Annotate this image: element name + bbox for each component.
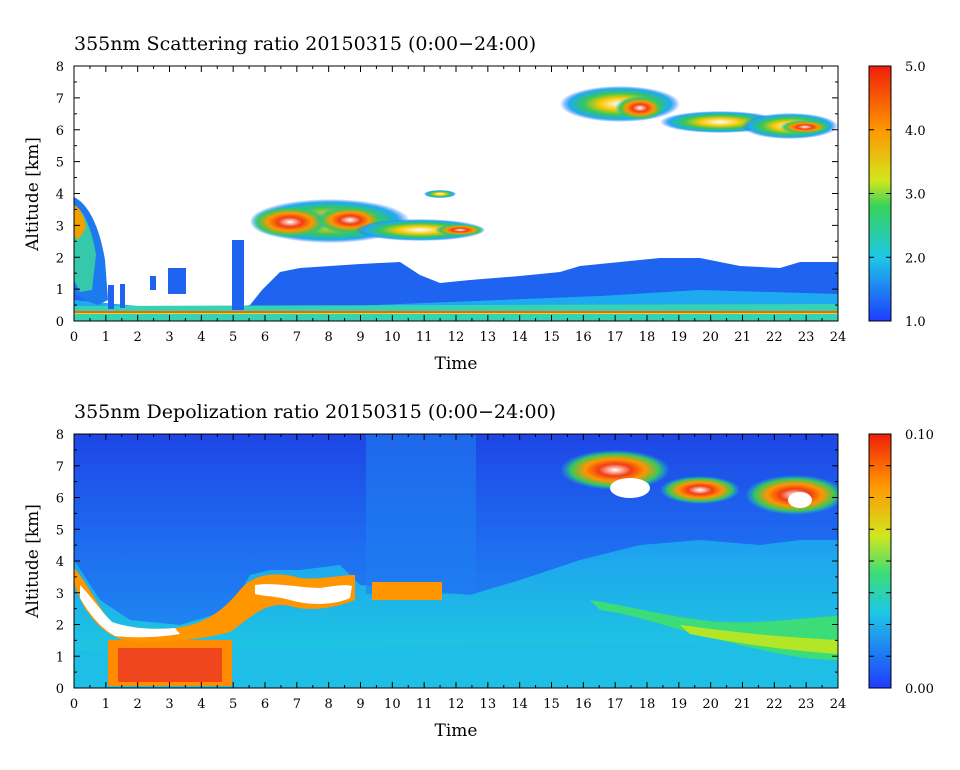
y-tick-label: 4 [56,555,64,570]
x-tick-label: 1 [102,330,110,345]
x-tick-label: 20 [702,330,719,345]
y-tick-label: 3 [56,219,64,234]
x-tick-label: 6 [261,330,269,345]
y-tick-label: 2 [56,619,64,634]
colorbar-tick-label: 5.0 [905,60,926,75]
scattering-ratio-field [74,66,838,321]
x-tick-label: 11 [416,330,433,345]
y-tick-label: 2 [56,251,64,266]
x-tick-label: 10 [384,330,401,345]
x-tick-label: 14 [511,697,528,712]
y-tick-label: 6 [56,124,64,139]
chart-title: 355nm Scattering ratio 20150315 (0:00−24… [74,33,536,55]
x-tick-label: 19 [671,697,688,712]
y-tick-label: 8 [56,60,64,75]
x-tick-label: 8 [325,697,333,712]
y-tick-label: 7 [56,460,64,475]
x-tick-label: 2 [134,330,142,345]
x-tick-label: 3 [165,697,173,712]
x-tick-label: 11 [416,697,433,712]
axes-ticks: 0 1 2 3 4 5 6 7 8 9 10 11 12 13 14 15 16 17 18 19 20 21 22 23 24… [56,428,847,712]
x-tick-label: 17 [607,330,624,345]
y-tick-label: 5 [56,523,64,538]
colorbar-ticks: 1.0 2.0 3.0 4.0 5.0 [869,60,926,330]
x-tick-label: 21 [734,330,751,345]
x-tick-label: 7 [293,330,301,345]
chart-title: 355nm Depolization ratio 20150315 (0:00−… [74,401,556,423]
x-tick-label: 18 [639,330,656,345]
y-tick-label: 5 [56,156,64,171]
x-tick-label: 23 [798,330,815,345]
x-axis-label: Time [435,721,478,741]
x-tick-label: 16 [575,330,592,345]
x-tick-label: 18 [639,697,656,712]
x-tick-label: 13 [480,697,497,712]
y-tick-label: 7 [56,92,64,107]
x-tick-label: 24 [830,697,847,712]
colorbar-ticks: 0.00 0.10 [869,428,934,697]
y-axis-label: Altitude [km] [23,137,43,252]
x-tick-label: 17 [607,697,624,712]
x-tick-label: 2 [134,697,142,712]
x-tick-label: 21 [734,697,751,712]
colorbar-tick-label: 2.0 [905,251,926,266]
x-tick-label: 22 [766,330,783,345]
colorbar-tick-label: 0.10 [905,428,934,443]
axes-ticks: 0 1 2 3 4 5 6 7 8 9 10 11 12 13 14 15 16 17 18 19 20 21 22 23 24… [56,60,847,345]
y-tick-label: 3 [56,587,64,602]
x-tick-label: 7 [293,697,301,712]
x-tick-label: 4 [197,697,205,712]
y-tick-label: 8 [56,428,64,443]
x-tick-label: 10 [384,697,401,712]
x-tick-label: 0 [70,697,78,712]
x-axis-label: Time [435,354,478,374]
x-tick-label: 12 [448,697,465,712]
x-tick-label: 5 [229,330,237,345]
x-tick-label: 20 [702,697,719,712]
colorbar-tick-label: 0.00 [905,682,934,697]
x-tick-label: 0 [70,330,78,345]
x-tick-label: 5 [229,697,237,712]
x-tick-label: 9 [356,697,364,712]
x-tick-label: 8 [325,330,333,345]
x-tick-label: 15 [543,330,560,345]
y-axis-label: Altitude [km] [23,504,43,619]
y-tick-label: 4 [56,188,64,203]
y-tick-label: 0 [56,682,64,697]
x-tick-label: 4 [197,330,205,345]
x-tick-label: 24 [830,330,847,345]
depolarization-ratio-field [74,434,838,688]
x-tick-label: 12 [448,330,465,345]
x-tick-label: 13 [480,330,497,345]
y-tick-label: 6 [56,492,64,507]
x-tick-label: 6 [261,697,269,712]
x-tick-label: 14 [511,330,528,345]
colorbar-tick-label: 4.0 [905,124,926,139]
x-tick-label: 22 [766,697,783,712]
y-tick-label: 1 [56,283,64,298]
x-tick-label: 3 [165,330,173,345]
y-tick-label: 1 [56,650,64,665]
x-tick-label: 19 [671,330,688,345]
x-tick-label: 9 [356,330,364,345]
x-tick-label: 23 [798,697,815,712]
x-tick-label: 15 [543,697,560,712]
x-tick-label: 16 [575,697,592,712]
colorbar-tick-label: 3.0 [905,188,926,203]
y-tick-label: 0 [56,315,64,330]
colorbar-tick-label: 1.0 [905,315,926,330]
x-tick-label: 1 [102,697,110,712]
